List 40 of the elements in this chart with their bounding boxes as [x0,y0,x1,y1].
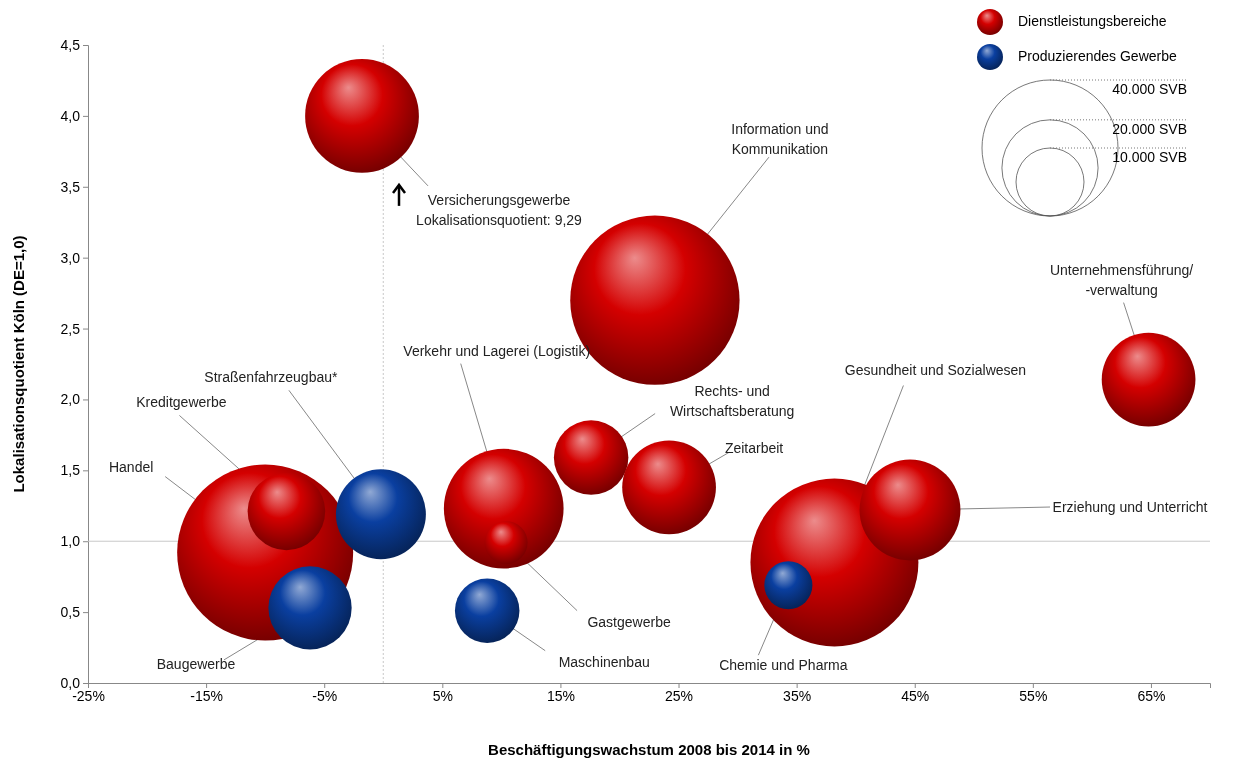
y-tick-label: 3,5 [60,178,81,195]
x-tick-label: 55% [1019,687,1048,704]
x-tick-label: 15% [546,687,575,704]
y-tick-label: 1,5 [60,462,81,479]
annotation: Erziehung und Unterricht [1052,498,1208,515]
x-tick-label: 25% [665,687,694,704]
x-tick-label: -15% [190,687,223,704]
x-axis-title: Beschäftigungswachstum 2008 bis 2014 in % [488,741,810,758]
y-tick-label: 1,0 [60,533,81,550]
y-tick-label: 3,0 [60,249,81,266]
legend-label: Dienstleistungsbereiche [1018,12,1167,29]
x-tick-label: 5% [432,687,453,704]
y-tick-label: 4,0 [60,107,81,124]
annotation: Gastgewerbe [587,614,671,631]
y-tick-label: 2,5 [60,320,81,337]
annotation: Gesundheit und Sozialwesen [844,362,1027,379]
y-tick-label: 0,5 [60,604,81,621]
annotation: Information und Kommunikation [731,120,829,157]
x-tick-label: 35% [783,687,812,704]
x-tick-label: 45% [901,687,930,704]
legend-label: 10.000 SVB [1112,149,1187,165]
annotation: Chemie und Pharma [719,656,848,673]
annotation: Handel [108,459,154,476]
annotation: Kreditgewerbe [136,394,227,411]
y-tick-label: 4,5 [60,36,81,53]
legend-label: 40.000 SVB [1112,81,1187,97]
annotation: Verkehr und Lagerei (Logistik) [403,343,591,360]
annotation: Versicherungsgewerbe Lokalisationsquotient: 9,29 [416,191,583,228]
y-axis-title: Lokalisationsquotient Köln (DE=1,0) [10,235,27,493]
annotation: Zeitarbeit [724,440,784,457]
annotation: Unternehmensführung/ -verwaltung [1049,262,1194,299]
annotation: Maschinenbau [558,654,650,671]
x-tick-label: -5% [312,687,338,704]
x-tick-label: 65% [1137,687,1166,704]
annotation: Straßenfahrzeugbau* [204,368,338,385]
legend-label: 20.000 SVB [1112,120,1187,137]
legend-label: Produzierendes Gewerbe [1018,47,1177,64]
annotation: Baugewerbe [156,655,236,672]
annotation: Rechts- und Wirtschaftsberatung [669,383,795,420]
y-tick-label: 2,0 [60,391,81,408]
